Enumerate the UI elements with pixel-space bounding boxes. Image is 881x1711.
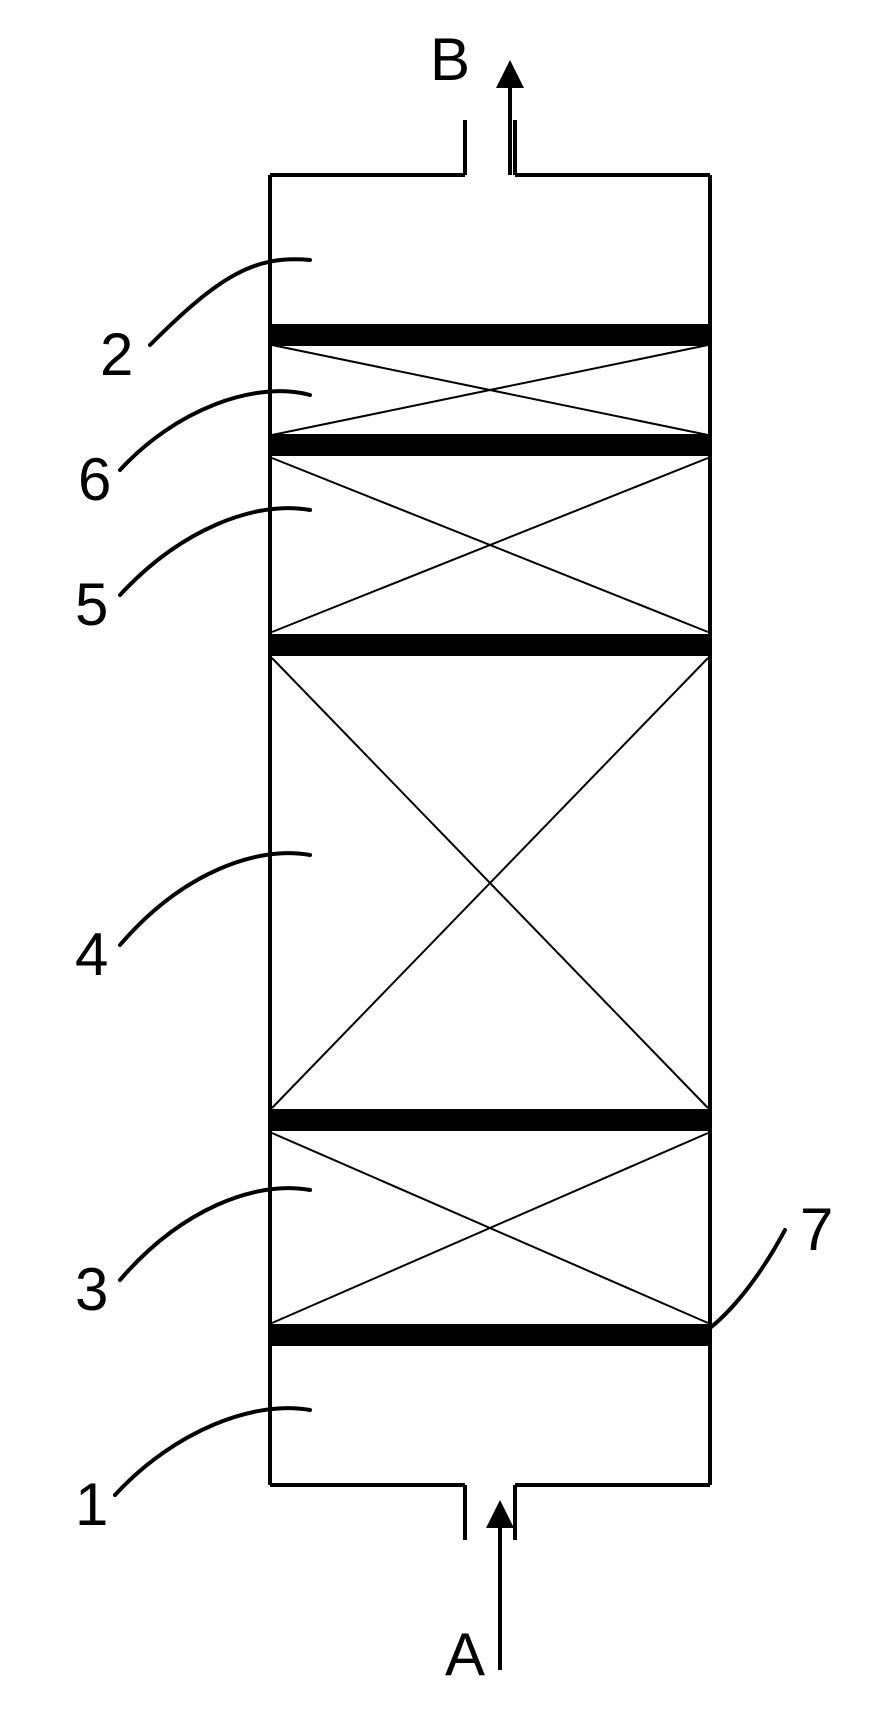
leader-L6 bbox=[120, 391, 310, 470]
label-B: B bbox=[430, 25, 470, 94]
arrow-in-head bbox=[486, 1500, 514, 1528]
label-3: 3 bbox=[75, 1255, 108, 1324]
label-A: A bbox=[445, 1620, 485, 1689]
leader-L7 bbox=[704, 1230, 785, 1332]
label-1: 1 bbox=[75, 1470, 108, 1539]
arrow-out-head bbox=[496, 60, 524, 88]
label-4: 4 bbox=[75, 920, 108, 989]
label-6: 6 bbox=[78, 445, 111, 514]
leader-L4 bbox=[120, 853, 310, 945]
label-7: 7 bbox=[800, 1195, 833, 1264]
leader-L1 bbox=[115, 1408, 310, 1495]
leader-L3 bbox=[120, 1188, 310, 1280]
label-2: 2 bbox=[100, 320, 133, 389]
leader-L5 bbox=[120, 508, 310, 595]
label-5: 5 bbox=[75, 570, 108, 639]
